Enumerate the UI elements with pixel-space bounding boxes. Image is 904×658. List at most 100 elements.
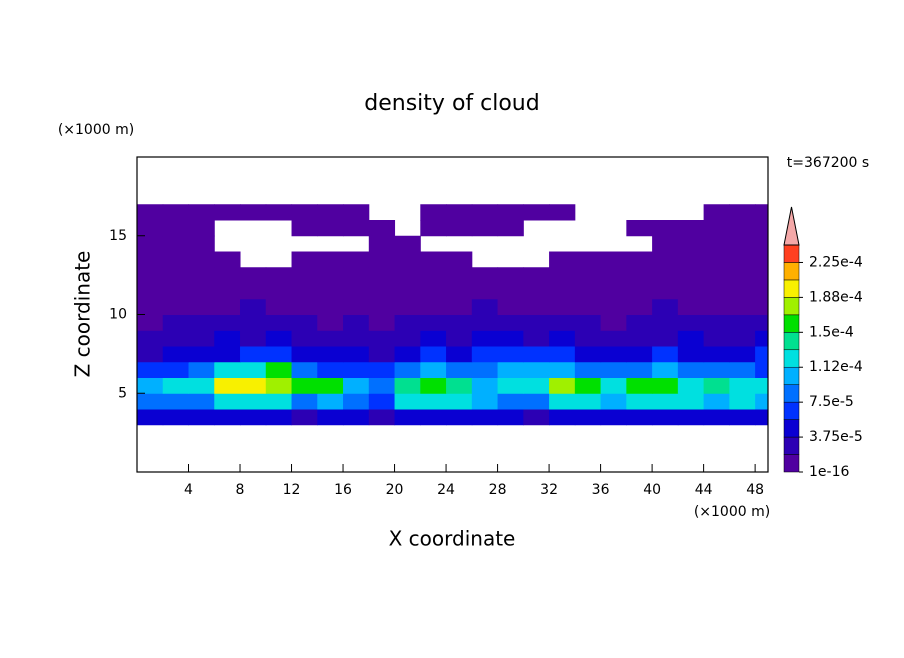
contour-cell <box>703 235 730 252</box>
contour-cell <box>549 346 576 363</box>
contour-cell <box>162 361 190 378</box>
contour-cell <box>162 283 190 300</box>
contour-cell <box>368 314 396 331</box>
contour-cell <box>394 314 421 331</box>
contour-cell <box>343 220 370 237</box>
contour-cell <box>471 393 499 410</box>
x-tick-label: 44 <box>695 482 713 498</box>
colorbar-segment <box>783 332 800 351</box>
contour-cell <box>162 220 190 237</box>
contour-cell <box>137 346 164 363</box>
contour-cell <box>188 377 215 394</box>
contour-cell <box>317 393 344 410</box>
contour-cell <box>574 409 602 426</box>
contour-cell <box>137 393 164 410</box>
contour-cell <box>471 330 499 347</box>
contour-cell <box>497 204 524 221</box>
contour-cell <box>523 393 550 410</box>
contour-cell <box>549 204 576 221</box>
contour-cell <box>317 283 344 300</box>
contour-cell <box>574 298 602 315</box>
contour-cell <box>240 346 267 363</box>
contour-cell <box>677 377 705 394</box>
contour-cell <box>265 393 293 410</box>
contour-cell <box>291 251 318 268</box>
contour-cell <box>703 330 730 347</box>
contour-cell <box>497 409 524 426</box>
contour-cell <box>188 251 215 268</box>
contour-cell <box>677 361 705 378</box>
contour-cell <box>188 235 215 252</box>
contour-cell <box>446 220 473 237</box>
colorbar-segment <box>783 349 800 368</box>
contour-cell <box>471 409 499 426</box>
contour-cell <box>600 314 627 331</box>
contour-cell <box>703 361 730 378</box>
contour-cell <box>523 204 550 221</box>
contour-cell <box>446 330 473 347</box>
contour-cell <box>755 298 768 315</box>
contour-cell <box>600 377 627 394</box>
contour-cell <box>394 409 421 426</box>
contour-cell <box>240 330 267 347</box>
contour-cell <box>265 330 293 347</box>
contour-cell <box>652 298 679 315</box>
contour-cell <box>291 314 318 331</box>
x-tick-label: 48 <box>746 482 764 498</box>
contour-cell <box>214 251 241 268</box>
contour-cell <box>162 204 190 221</box>
contour-cell <box>703 251 730 268</box>
contour-cell <box>523 377 550 394</box>
contour-cell <box>755 314 768 331</box>
contour-cell <box>574 346 602 363</box>
contour-cell <box>162 314 190 331</box>
contour-cell <box>549 393 576 410</box>
contour-cell <box>317 314 344 331</box>
contour-cell <box>755 235 768 252</box>
colorbar-extension <box>783 206 800 246</box>
contour-cell <box>652 409 679 426</box>
contour-cell <box>626 220 653 237</box>
contour-cell <box>600 409 627 426</box>
contour-field <box>137 204 768 426</box>
contour-cell <box>729 251 756 268</box>
contour-cell <box>343 330 370 347</box>
contour-cell <box>703 409 730 426</box>
contour-cell <box>368 235 396 252</box>
y-axis-label: Z coordinate <box>71 251 95 378</box>
contour-cell <box>471 377 499 394</box>
contour-cell <box>574 251 602 268</box>
contour-cell <box>652 393 679 410</box>
contour-cell <box>420 267 447 284</box>
colorbar-segment <box>783 244 800 263</box>
contour-cell <box>137 220 164 237</box>
contour-cell <box>137 314 164 331</box>
contour-cell <box>240 298 267 315</box>
contour-cell <box>755 204 768 221</box>
contour-cell <box>188 393 215 410</box>
contour-cell <box>549 361 576 378</box>
colorbar-segment <box>783 401 800 420</box>
colorbar-tick-label: 1.5e-4 <box>809 324 854 340</box>
contour-cell <box>652 220 679 237</box>
contour-cell <box>677 251 705 268</box>
contour-cell <box>162 330 190 347</box>
contour-cell <box>471 298 499 315</box>
contour-cell <box>549 251 576 268</box>
contour-cell <box>652 267 679 284</box>
contour-cell <box>574 283 602 300</box>
contour-cell <box>574 267 602 284</box>
contour-cell <box>420 377 447 394</box>
contour-cell <box>729 204 756 221</box>
contour-cell <box>137 204 164 221</box>
contour-cell <box>240 409 267 426</box>
contour-cell <box>703 204 730 221</box>
colorbar-segment <box>783 279 800 298</box>
contour-cell <box>446 393 473 410</box>
contour-cell <box>317 204 344 221</box>
contour-cell <box>162 377 190 394</box>
contour-cell <box>137 377 164 394</box>
colorbar-segment <box>783 454 800 473</box>
contour-cell <box>600 267 627 284</box>
contour-cell <box>574 330 602 347</box>
